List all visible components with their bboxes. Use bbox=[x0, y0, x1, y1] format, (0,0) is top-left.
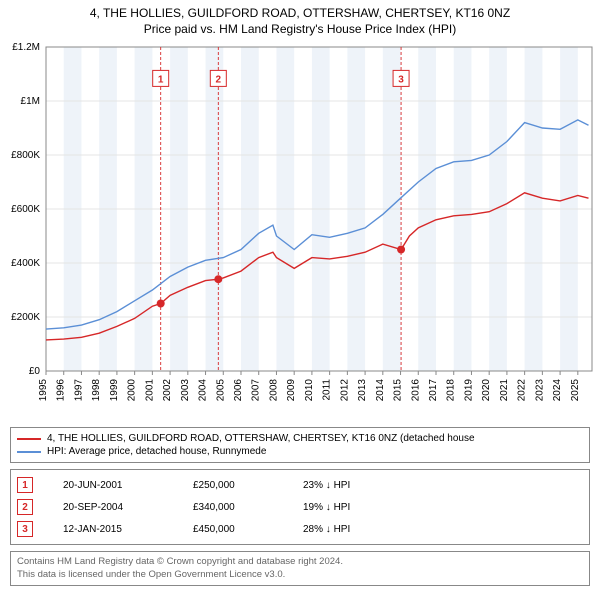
svg-text:2011: 2011 bbox=[322, 379, 333, 401]
svg-text:£800K: £800K bbox=[11, 150, 40, 161]
svg-text:2002: 2002 bbox=[162, 379, 173, 402]
svg-text:2020: 2020 bbox=[481, 379, 492, 402]
svg-text:2023: 2023 bbox=[534, 379, 545, 402]
datapoint-date: 12-JAN-2015 bbox=[63, 524, 163, 535]
svg-text:2019: 2019 bbox=[463, 379, 474, 402]
footer-line-2: This data is licensed under the Open Gov… bbox=[17, 569, 583, 581]
svg-text:1998: 1998 bbox=[91, 379, 102, 402]
legend-box: 4, THE HOLLIES, GUILDFORD ROAD, OTTERSHA… bbox=[10, 427, 590, 463]
datapoint-date: 20-JUN-2001 bbox=[63, 480, 163, 491]
datapoint-diff: 23% ↓ HPI bbox=[303, 480, 403, 491]
svg-text:2007: 2007 bbox=[251, 379, 262, 402]
svg-text:2004: 2004 bbox=[198, 379, 209, 402]
svg-text:2012: 2012 bbox=[339, 379, 350, 402]
svg-text:2021: 2021 bbox=[499, 379, 510, 402]
datapoint-row: 1 20-JUN-2001 £250,000 23% ↓ HPI bbox=[17, 474, 583, 496]
svg-text:£400K: £400K bbox=[11, 258, 40, 269]
svg-text:1996: 1996 bbox=[56, 379, 67, 402]
datapoint-date: 20-SEP-2004 bbox=[63, 502, 163, 513]
svg-text:2025: 2025 bbox=[570, 379, 581, 402]
svg-text:2006: 2006 bbox=[233, 379, 244, 402]
svg-text:2013: 2013 bbox=[357, 379, 368, 402]
chart-title-block: 4, THE HOLLIES, GUILDFORD ROAD, OTTERSHA… bbox=[0, 0, 600, 41]
page-root: 4, THE HOLLIES, GUILDFORD ROAD, OTTERSHA… bbox=[0, 0, 600, 586]
datapoints-box: 1 20-JUN-2001 £250,000 23% ↓ HPI 2 20-SEP-200… bbox=[10, 469, 590, 545]
legend-label: 4, THE HOLLIES, GUILDFORD ROAD, OTTERSHA… bbox=[47, 433, 475, 444]
chart-svg: £0 £200K £400K £600K £800K £1M £1.2M 1995 1996 19… bbox=[0, 41, 600, 421]
svg-text:2022: 2022 bbox=[517, 379, 528, 402]
svg-text:2018: 2018 bbox=[446, 379, 457, 402]
datapoint-row: 3 12-JAN-2015 £450,000 28% ↓ HPI bbox=[17, 518, 583, 540]
svg-text:2001: 2001 bbox=[144, 379, 155, 402]
legend-row: 4, THE HOLLIES, GUILDFORD ROAD, OTTERSHA… bbox=[17, 432, 583, 445]
datapoint-price: £450,000 bbox=[193, 524, 273, 535]
svg-text:1997: 1997 bbox=[73, 379, 84, 402]
svg-text:2014: 2014 bbox=[375, 379, 386, 402]
svg-text:£1.2M: £1.2M bbox=[12, 42, 40, 53]
svg-text:1999: 1999 bbox=[109, 379, 120, 402]
svg-text:2017: 2017 bbox=[428, 379, 439, 402]
legend-row: HPI: Average price, detached house, Runn… bbox=[17, 445, 583, 458]
title-line-2: Price paid vs. HM Land Registry's House … bbox=[10, 22, 590, 38]
datapoint-diff: 19% ↓ HPI bbox=[303, 502, 403, 513]
svg-text:2000: 2000 bbox=[127, 379, 138, 402]
svg-text:2010: 2010 bbox=[304, 379, 315, 402]
footer-attribution: Contains HM Land Registry data © Crown c… bbox=[10, 551, 590, 586]
svg-text:1995: 1995 bbox=[38, 379, 49, 402]
legend-swatch bbox=[17, 438, 41, 440]
legend-swatch bbox=[17, 451, 41, 453]
svg-text:3: 3 bbox=[398, 75, 404, 86]
svg-text:2008: 2008 bbox=[268, 379, 279, 402]
svg-text:£0: £0 bbox=[29, 366, 41, 377]
svg-text:1: 1 bbox=[158, 75, 164, 86]
svg-text:£200K: £200K bbox=[11, 312, 40, 323]
datapoint-price: £250,000 bbox=[193, 480, 273, 491]
footer-line-1: Contains HM Land Registry data © Crown c… bbox=[17, 556, 583, 568]
svg-text:2003: 2003 bbox=[180, 379, 191, 402]
svg-text:2009: 2009 bbox=[286, 379, 297, 402]
svg-text:2005: 2005 bbox=[215, 379, 226, 402]
datapoint-row: 2 20-SEP-2004 £340,000 19% ↓ HPI bbox=[17, 496, 583, 518]
svg-text:£1M: £1M bbox=[21, 96, 40, 107]
title-line-1: 4, THE HOLLIES, GUILDFORD ROAD, OTTERSHA… bbox=[10, 6, 590, 22]
svg-text:2024: 2024 bbox=[552, 379, 563, 402]
svg-text:2: 2 bbox=[216, 75, 222, 86]
chart-area: £0 £200K £400K £600K £800K £1M £1.2M 1995 1996 19… bbox=[0, 41, 600, 421]
datapoint-price: £340,000 bbox=[193, 502, 273, 513]
datapoint-marker: 2 bbox=[17, 499, 33, 515]
datapoint-marker: 1 bbox=[17, 477, 33, 493]
svg-text:2016: 2016 bbox=[410, 379, 421, 402]
legend-label: HPI: Average price, detached house, Runn… bbox=[47, 446, 266, 457]
svg-text:2015: 2015 bbox=[393, 379, 404, 402]
svg-text:£600K: £600K bbox=[11, 204, 40, 215]
datapoint-diff: 28% ↓ HPI bbox=[303, 524, 403, 535]
datapoint-marker: 3 bbox=[17, 521, 33, 537]
